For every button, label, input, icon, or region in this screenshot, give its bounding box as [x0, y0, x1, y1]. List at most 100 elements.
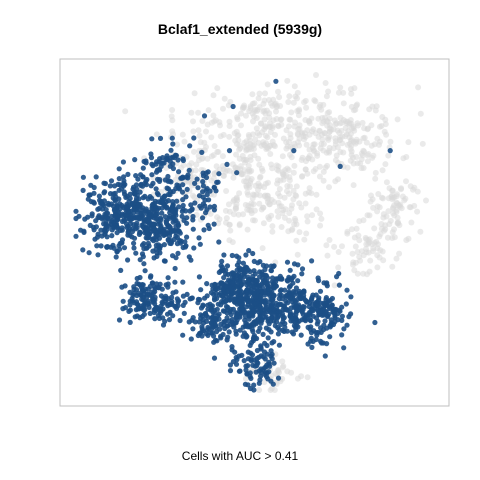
negative-cell-point — [243, 112, 249, 119]
positive-cell-point — [219, 280, 225, 286]
positive-cell-point — [134, 192, 140, 198]
negative-cell-point — [153, 131, 160, 138]
positive-cell-point — [89, 213, 95, 219]
positive-cell-point — [299, 266, 306, 272]
positive-cell-point — [258, 373, 264, 379]
positive-cell-point — [148, 211, 154, 217]
positive-cell-point — [241, 330, 247, 336]
positive-cell-point — [287, 267, 293, 273]
negative-cell-point — [274, 166, 281, 173]
positive-cell-point — [330, 321, 337, 328]
negative-cell-point — [376, 123, 383, 130]
negative-cell-point — [382, 161, 389, 168]
positive-cell-point — [120, 159, 126, 165]
negative-cell-point — [354, 160, 361, 167]
negative-cell-point — [253, 191, 260, 198]
positive-cell-point — [230, 103, 236, 110]
positive-cell-point — [161, 193, 167, 199]
negative-cell-point — [244, 189, 251, 196]
negative-cell-point — [335, 249, 342, 255]
positive-cell-point — [239, 281, 245, 287]
positive-cell-point — [162, 318, 168, 324]
negative-cell-point — [247, 105, 254, 112]
positive-cell-point — [164, 185, 170, 191]
positive-cell-point — [101, 221, 107, 227]
negative-cell-point — [122, 108, 129, 115]
negative-cell-point — [233, 201, 240, 208]
negative-cell-point — [197, 139, 204, 146]
negative-cell-point — [370, 152, 377, 159]
negative-cell-point — [270, 117, 277, 124]
positive-cell-point — [169, 298, 175, 305]
positive-cell-point — [143, 286, 149, 292]
positive-cell-point — [96, 205, 102, 211]
positive-cell-point — [289, 316, 295, 322]
negative-cell-point — [335, 89, 342, 96]
positive-cell-point — [281, 303, 287, 309]
positive-cell-point — [121, 245, 128, 251]
negative-cell-point — [226, 118, 233, 125]
positive-cell-point — [196, 274, 202, 280]
positive-cell-point — [192, 319, 198, 325]
positive-cell-point — [161, 242, 167, 248]
positive-cell-point — [134, 275, 140, 282]
negative-cell-point — [226, 167, 233, 174]
positive-cell-point — [166, 223, 172, 229]
positive-cell-point — [255, 360, 261, 366]
positive-cell-point — [214, 295, 220, 302]
positive-cell-point — [80, 247, 86, 253]
positive-cell-point — [153, 186, 159, 192]
positive-cell-point — [243, 304, 249, 310]
negative-cell-point — [353, 154, 360, 160]
positive-cell-point — [129, 228, 136, 235]
negative-cell-point — [273, 162, 280, 169]
negative-cell-point — [253, 125, 260, 132]
negative-cell-point — [355, 122, 362, 129]
positive-cell-point — [316, 278, 322, 284]
negative-cell-point — [240, 211, 247, 218]
negative-cell-point — [306, 120, 313, 127]
negative-cell-point — [325, 88, 332, 95]
positive-cell-point — [143, 182, 149, 188]
positive-cell-point — [174, 296, 180, 302]
positive-cell-point — [153, 211, 159, 217]
negative-cell-point — [286, 190, 292, 197]
positive-cell-point — [205, 324, 211, 331]
positive-cell-point — [119, 227, 125, 233]
positive-cell-point — [165, 296, 171, 302]
negative-cell-point — [260, 220, 267, 227]
negative-cell-point — [226, 208, 233, 215]
negative-cell-point — [238, 122, 244, 129]
negative-cell-point — [232, 137, 239, 144]
positive-cell-point — [221, 252, 227, 258]
negative-cell-point — [211, 171, 218, 177]
negative-cell-point — [351, 85, 358, 92]
positive-cell-point — [94, 243, 100, 249]
negative-cell-point — [261, 107, 268, 114]
positive-cell-point — [251, 290, 257, 296]
positive-cell-point — [180, 302, 186, 308]
positive-cell-point — [233, 320, 239, 326]
negative-cell-point — [405, 139, 412, 146]
negative-cell-point — [382, 121, 389, 128]
positive-cell-point — [96, 193, 102, 199]
negative-cell-point — [320, 101, 327, 108]
positive-cell-point — [290, 280, 296, 286]
negative-cell-point — [348, 136, 355, 143]
negative-cell-point — [385, 152, 392, 159]
negative-cell-point — [195, 127, 202, 134]
positive-cell-point — [219, 299, 225, 305]
positive-cell-point — [271, 339, 277, 345]
positive-cell-point — [190, 315, 196, 321]
positive-cell-point — [279, 296, 285, 302]
positive-cell-point — [191, 245, 197, 251]
positive-cell-point — [131, 286, 137, 292]
positive-cell-point — [227, 368, 234, 374]
negative-cell-point — [358, 150, 365, 157]
positive-cell-point — [264, 263, 270, 269]
positive-cell-point — [247, 269, 253, 275]
positive-cell-point — [212, 282, 218, 288]
positive-cell-point — [109, 213, 115, 219]
positive-cell-point — [127, 289, 133, 295]
negative-cell-point — [269, 223, 276, 230]
